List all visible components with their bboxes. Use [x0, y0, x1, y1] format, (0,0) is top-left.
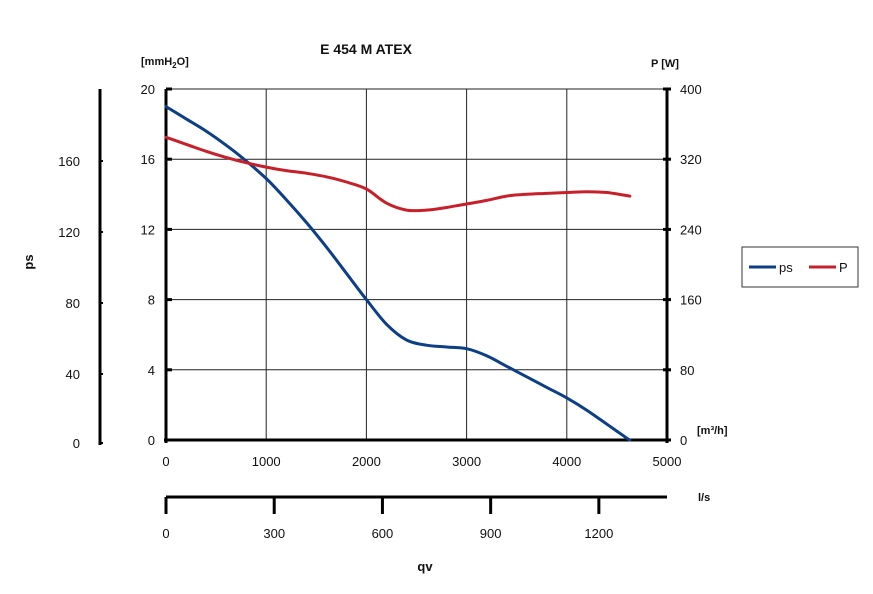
x-axis-name: qv [417, 559, 433, 574]
y-axis-name: ps [21, 254, 36, 269]
x-secondary-tick-label: 1200 [584, 526, 613, 541]
x-tick-label: 1000 [252, 454, 281, 469]
y-outer-tick-label: 40 [66, 367, 80, 382]
series-line-p [164, 135, 632, 213]
x-tick-label: 2000 [352, 454, 381, 469]
x-tick-label: 5000 [653, 454, 682, 469]
y-left-tick-label: 8 [148, 293, 155, 308]
x-secondary-tick-label: 0 [162, 526, 169, 541]
y-right-tick-label: 320 [680, 152, 702, 167]
y-left-tick-label: 4 [148, 363, 155, 378]
series-lines [164, 105, 632, 442]
x-secondary-unit-label: l/s [698, 492, 710, 504]
y-right-tick-label: 160 [680, 293, 702, 308]
y-left-tick-label: 16 [141, 152, 155, 167]
series-line-ps [164, 105, 632, 442]
y-right-tick-label: 240 [680, 222, 702, 237]
y-right-tick-label: 80 [680, 363, 694, 378]
legend-box [741, 246, 859, 288]
x-secondary-tick-label: 300 [263, 526, 285, 541]
legend-label-p: P [839, 260, 848, 275]
y-left-unit-label: [mmH2O] [141, 56, 189, 70]
y-outer-tick-label: 80 [66, 296, 80, 311]
grid [166, 88, 667, 440]
legend: ps P [741, 246, 859, 288]
axes [98, 87, 671, 514]
chart-title: E 454 M ATEX [320, 41, 412, 57]
y-outer-tick-label: 160 [58, 154, 80, 169]
y-outer-tick-label: 120 [58, 225, 80, 240]
y-left-tick-label: 20 [141, 82, 155, 97]
y-right-tick-label: 0 [680, 433, 687, 448]
x-tick-label: 0 [162, 454, 169, 469]
y-outer-tick-label: 0 [73, 436, 80, 451]
y-left-tick-label: 12 [141, 222, 155, 237]
y-left-tick-label: 0 [148, 433, 155, 448]
x-unit-label: [m³/h] [697, 425, 728, 437]
legend-label-ps: ps [779, 260, 793, 275]
y-right-tick-label: 400 [680, 82, 702, 97]
x-secondary-tick-label: 600 [372, 526, 394, 541]
x-tick-label: 3000 [452, 454, 481, 469]
x-secondary-tick-label: 900 [480, 526, 502, 541]
x-tick-label: 4000 [552, 454, 581, 469]
y-right-unit-label: P [W] [651, 58, 679, 70]
